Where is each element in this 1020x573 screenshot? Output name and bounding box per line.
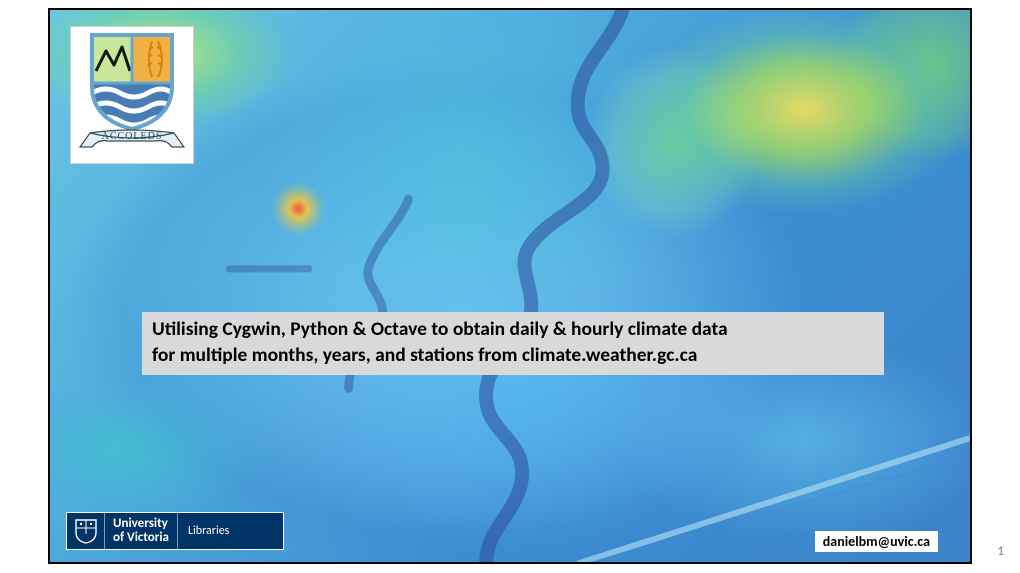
slide-canvas: ACCOLEDS Utilising Cygwin, Python & Octa… [0,0,1020,573]
accoleds-logo: ACCOLEDS [70,26,194,164]
title-line-2: for multiple months, years, and stations… [152,342,874,368]
author-email: danielbm@uvic.ca [815,531,938,552]
uvic-wordmark: University of Victoria [105,513,178,549]
title-line-1: Utilising Cygwin, Python & Octave to obt… [152,316,874,342]
slide-title-box: Utilising Cygwin, Python & Octave to obt… [142,312,884,375]
accoleds-banner-text: ACCOLEDS [76,131,188,142]
accoleds-shield-icon [86,31,178,131]
slide-number: 1 [997,544,1004,559]
uvic-libraries-logo: University of Victoria Libraries [66,512,284,550]
uvic-line-1: University [113,517,169,531]
uvic-line-2: of Victoria [113,531,169,545]
uvic-libraries-label: Libraries [178,513,239,549]
slide-frame: ACCOLEDS Utilising Cygwin, Python & Octa… [48,8,972,564]
accoleds-banner: ACCOLEDS [76,125,188,155]
uvic-crest-icon [67,513,105,549]
